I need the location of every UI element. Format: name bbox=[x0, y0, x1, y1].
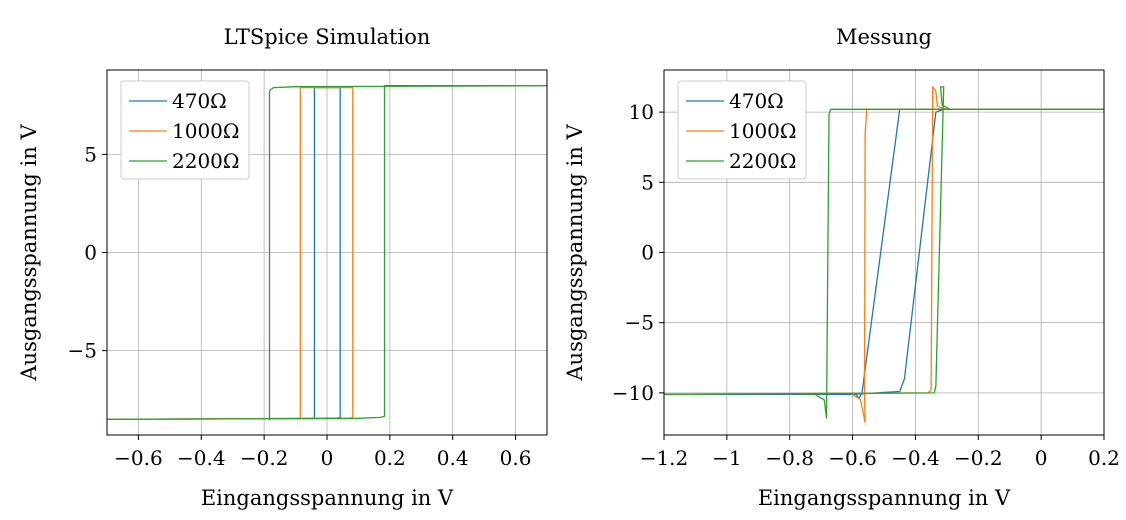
y-tick-label: −10 bbox=[612, 381, 654, 405]
legend-label: 1000Ω bbox=[729, 119, 796, 143]
y-axis-label: Ausgangsspannung in V bbox=[17, 124, 41, 382]
x-tick-label: −1 bbox=[712, 446, 741, 470]
series-line-2200-ohm bbox=[664, 86, 1104, 419]
legend-label: 470Ω bbox=[729, 89, 784, 113]
y-tick-label: 5 bbox=[641, 170, 654, 194]
series-group bbox=[664, 86, 1104, 424]
chart-title: LTSpice Simulation bbox=[224, 25, 431, 49]
legend-label: 2200Ω bbox=[172, 149, 239, 173]
y-tick-label: 0 bbox=[84, 241, 97, 265]
legend-box bbox=[677, 80, 807, 180]
legend-label: 2200Ω bbox=[729, 149, 796, 173]
x-tick-label: 0.2 bbox=[374, 446, 406, 470]
y-tick-label: −5 bbox=[625, 311, 654, 335]
x-tick-label: −0.6 bbox=[114, 446, 163, 470]
chart-messung: −1.2 −1 −0.8 −0.6 −0.4 −0.2 0 0.2 −10 −5 0 5 10 Messu… bbox=[563, 25, 1120, 510]
y-axis-label: Ausgangsspannung in V bbox=[563, 124, 587, 382]
y-tick-label: 10 bbox=[629, 100, 654, 124]
legend-label: 1000Ω bbox=[172, 119, 239, 143]
y-tick-label: 5 bbox=[84, 142, 97, 166]
x-tick-label: −0.4 bbox=[177, 446, 226, 470]
x-tick-label: 0 bbox=[1035, 446, 1048, 470]
chart-ltspice-simulation: −0.6 −0.4 −0.2 0 0.2 0.4 0.6 −5 0 5 LTSpice Simula… bbox=[17, 25, 548, 510]
x-tick-label: −0.2 bbox=[240, 446, 289, 470]
legend: 470Ω 1000Ω 2200Ω bbox=[120, 80, 250, 180]
x-tick-label: 0.2 bbox=[1088, 446, 1120, 470]
legend: 470Ω 1000Ω 2200Ω bbox=[677, 80, 807, 180]
series-group bbox=[107, 85, 547, 421]
x-axis-label: Eingangsspannung in V bbox=[201, 486, 454, 510]
y-tick-label: 0 bbox=[641, 241, 654, 265]
x-tick-label: −0.6 bbox=[828, 446, 877, 470]
legend-label: 470Ω bbox=[172, 89, 227, 113]
x-axis-label: Eingangsspannung in V bbox=[758, 486, 1011, 510]
legend-box bbox=[120, 80, 250, 180]
chart-title: Messung bbox=[836, 25, 932, 49]
x-tick-label: −0.8 bbox=[765, 446, 814, 470]
x-tick-label: 0.6 bbox=[500, 446, 532, 470]
y-tick-label: −5 bbox=[68, 339, 97, 363]
x-tick-label: −0.2 bbox=[954, 446, 1003, 470]
x-tick-label: −1.2 bbox=[640, 446, 689, 470]
x-tick-label: 0.4 bbox=[437, 446, 469, 470]
x-tick-label: 0 bbox=[321, 446, 334, 470]
series-line-2200-ohm bbox=[107, 85, 547, 421]
x-tick-label: −0.4 bbox=[891, 446, 940, 470]
